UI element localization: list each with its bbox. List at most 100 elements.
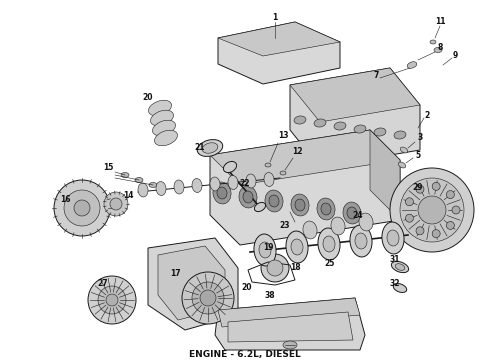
Ellipse shape [259, 242, 271, 258]
Ellipse shape [202, 143, 218, 153]
Ellipse shape [321, 203, 331, 215]
Ellipse shape [398, 162, 406, 168]
Circle shape [74, 200, 90, 216]
Text: 27: 27 [98, 279, 108, 288]
Ellipse shape [192, 179, 202, 193]
Circle shape [200, 290, 216, 306]
Ellipse shape [174, 180, 184, 194]
Ellipse shape [265, 190, 283, 212]
Text: 19: 19 [263, 243, 273, 252]
Circle shape [400, 178, 464, 242]
Text: 11: 11 [435, 18, 445, 27]
Ellipse shape [294, 116, 306, 124]
Text: 31: 31 [390, 256, 400, 265]
Text: 20: 20 [143, 93, 153, 102]
Circle shape [432, 230, 440, 238]
Ellipse shape [152, 120, 175, 136]
Text: 23: 23 [280, 220, 290, 230]
Ellipse shape [138, 183, 148, 197]
Text: 8: 8 [437, 42, 442, 51]
Ellipse shape [334, 122, 346, 130]
Ellipse shape [246, 174, 256, 188]
Ellipse shape [149, 183, 157, 188]
Ellipse shape [217, 187, 227, 199]
Circle shape [416, 185, 424, 193]
Polygon shape [370, 130, 400, 220]
Circle shape [446, 190, 454, 199]
Ellipse shape [303, 221, 317, 239]
Ellipse shape [387, 230, 399, 246]
Text: 22: 22 [240, 179, 250, 188]
Circle shape [446, 221, 454, 229]
Circle shape [88, 276, 136, 324]
Text: 2: 2 [424, 111, 430, 120]
Text: 5: 5 [416, 150, 420, 159]
Ellipse shape [121, 172, 129, 177]
Polygon shape [218, 22, 340, 56]
Circle shape [267, 260, 283, 276]
Circle shape [432, 183, 440, 190]
Circle shape [98, 286, 126, 314]
Ellipse shape [264, 172, 274, 186]
Circle shape [405, 198, 414, 206]
Circle shape [110, 198, 122, 210]
Ellipse shape [350, 225, 372, 257]
Text: 24: 24 [353, 211, 363, 220]
Text: 13: 13 [278, 131, 288, 140]
Polygon shape [218, 22, 340, 84]
Polygon shape [215, 298, 365, 350]
Ellipse shape [254, 202, 266, 212]
Text: 1: 1 [272, 13, 278, 22]
Polygon shape [210, 130, 400, 185]
Polygon shape [158, 246, 225, 320]
Ellipse shape [243, 191, 253, 203]
Ellipse shape [400, 147, 408, 153]
Circle shape [405, 214, 414, 222]
Ellipse shape [359, 213, 373, 231]
Ellipse shape [197, 140, 223, 157]
Text: 3: 3 [417, 134, 423, 143]
Ellipse shape [317, 198, 335, 220]
Ellipse shape [280, 171, 286, 175]
Ellipse shape [314, 119, 326, 127]
Text: 17: 17 [170, 269, 180, 278]
Ellipse shape [393, 284, 407, 292]
Text: 20: 20 [242, 284, 252, 292]
Circle shape [192, 282, 224, 314]
Ellipse shape [150, 110, 173, 126]
Circle shape [54, 180, 110, 236]
Ellipse shape [331, 217, 345, 235]
Ellipse shape [355, 233, 367, 249]
Ellipse shape [407, 62, 417, 68]
Ellipse shape [156, 181, 166, 195]
Polygon shape [290, 68, 420, 167]
Ellipse shape [239, 186, 257, 208]
Ellipse shape [347, 207, 357, 219]
Text: 18: 18 [290, 264, 300, 273]
Circle shape [390, 168, 474, 252]
Ellipse shape [210, 177, 220, 191]
Ellipse shape [354, 125, 366, 133]
Ellipse shape [395, 264, 405, 270]
Text: 9: 9 [452, 50, 458, 59]
Circle shape [106, 294, 118, 306]
Ellipse shape [394, 131, 406, 139]
Polygon shape [148, 238, 238, 330]
Text: ENGINE - 6.2L, DIESEL: ENGINE - 6.2L, DIESEL [189, 351, 301, 360]
Circle shape [182, 272, 234, 324]
Polygon shape [290, 68, 420, 122]
Ellipse shape [392, 261, 409, 273]
Circle shape [452, 206, 460, 214]
Ellipse shape [291, 194, 309, 216]
Ellipse shape [135, 177, 143, 183]
Circle shape [418, 196, 446, 224]
Ellipse shape [223, 161, 237, 172]
Ellipse shape [286, 231, 308, 263]
Ellipse shape [374, 128, 386, 136]
Circle shape [104, 192, 128, 216]
Circle shape [416, 227, 424, 235]
Ellipse shape [228, 176, 238, 189]
Ellipse shape [430, 40, 436, 44]
Ellipse shape [343, 202, 361, 224]
Ellipse shape [295, 199, 305, 211]
